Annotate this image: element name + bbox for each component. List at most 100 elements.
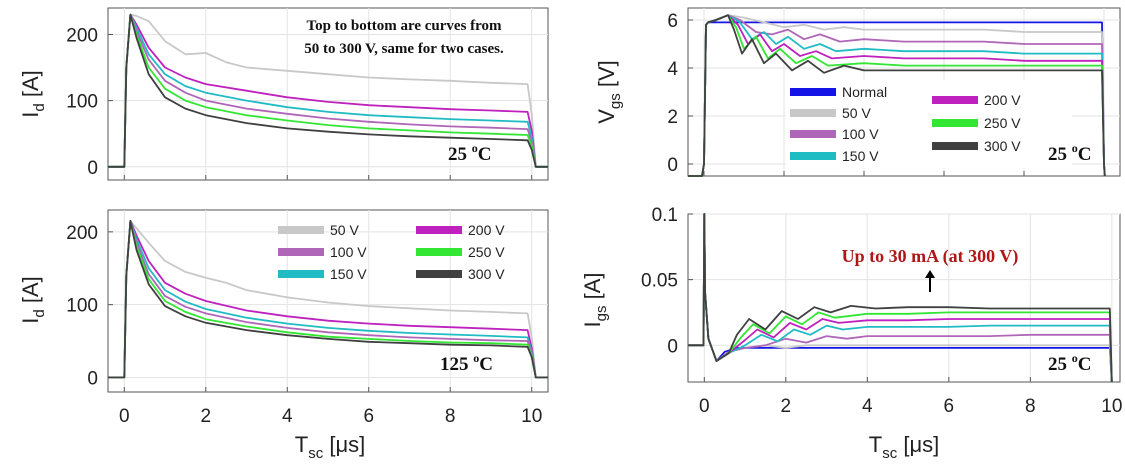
y-tick-label: 100 — [66, 296, 98, 317]
y-tick-label: 6 — [667, 11, 678, 32]
legend-label: 300 V — [468, 266, 505, 282]
x-tick-label: 4 — [282, 406, 293, 427]
x-tick-label: 0 — [699, 396, 710, 417]
x-axis-label: Tsc [μs] — [869, 432, 939, 462]
y-tick-label: 200 — [66, 25, 98, 46]
plot-area — [687, 213, 1121, 383]
legend-item-250v: 250 V — [932, 115, 1021, 131]
series-group — [108, 219, 548, 379]
y-tick-label: 2 — [667, 107, 678, 128]
tick-labels: 0 0.05 0.1 0 2 4 6 8 10 — [641, 205, 1122, 417]
legend-swatch — [932, 119, 978, 127]
x-tick-label: 10 — [521, 406, 542, 427]
legend-label: 300 V — [984, 138, 1021, 154]
series-300v — [108, 13, 548, 168]
tick-labels: 0 100 200 — [66, 25, 98, 178]
y-tick-label: 0 — [667, 155, 678, 176]
y-tick-label: 200 — [66, 223, 98, 244]
legend-label: 200 V — [468, 222, 505, 238]
x-axis-label: Tsc [μs] — [295, 432, 365, 462]
note-line-1: Top to bottom are curves from — [306, 18, 502, 34]
series-50v — [108, 219, 548, 379]
legend-swatch — [278, 226, 324, 234]
tick-labels: 0 100 200 0 2 4 6 8 10 — [66, 223, 542, 427]
y-tick-label: 0 — [87, 368, 98, 389]
legend-label: Normal — [842, 84, 887, 100]
panel-vgs-25c: 0 2 4 6 Vgs [V] Normal 50 V 100 V 150 V 200… — [594, 7, 1121, 177]
temperature-label: 25 oC — [448, 141, 491, 165]
tick-labels: 0 2 4 6 — [667, 11, 678, 176]
legend-swatch — [790, 88, 836, 96]
legend-swatch — [416, 248, 462, 256]
temperature-label: 25 oC — [1048, 351, 1091, 375]
y-tick-label: 0 — [87, 158, 98, 179]
y-tick-label: 0.1 — [652, 205, 678, 226]
temperature-label: 125 oC — [440, 351, 493, 375]
legend-swatch — [278, 270, 324, 278]
series-300v — [688, 14, 1106, 177]
legend-item-300v: 300 V — [932, 138, 1021, 154]
y-tick-label: 100 — [66, 92, 98, 113]
legend-swatch — [932, 96, 978, 104]
legend-swatch — [416, 226, 462, 234]
legend-item-250v: 250 V — [416, 244, 505, 260]
y-tick-label: 4 — [667, 59, 678, 80]
x-tick-label: 8 — [1025, 396, 1036, 417]
legend-swatch — [790, 130, 836, 138]
y-axis-label: Igs [A] — [580, 273, 610, 328]
legend-item-150v: 150 V — [790, 148, 879, 164]
x-tick-label: 4 — [862, 396, 873, 417]
legend-swatch — [932, 142, 978, 150]
y-axis-label: Vgs [V] — [594, 60, 624, 124]
plot-area — [107, 209, 549, 393]
legend-label: 50 V — [842, 105, 871, 121]
legend-label: 100 V — [842, 126, 879, 142]
legend-item-150v: 150 V — [278, 266, 367, 282]
legend-swatch — [278, 248, 324, 256]
legend-item-200v: 200 V — [932, 92, 1021, 108]
panel-igs-25c: 0 0.05 0.1 0 2 4 6 8 10 Igs [A] Tsc [μs] Up to 3… — [580, 205, 1122, 462]
legend-item-50v: 50 V — [278, 222, 359, 238]
series-50v — [108, 13, 548, 168]
series-group — [688, 14, 1106, 177]
legend-label: 150 V — [842, 148, 879, 164]
legend-item-normal: Normal — [790, 84, 887, 100]
legend-label: 100 V — [330, 244, 367, 260]
x-tick-label: 2 — [781, 396, 792, 417]
legend-label: 250 V — [984, 115, 1021, 131]
series-group — [688, 213, 1113, 383]
x-tick-label: 6 — [944, 396, 955, 417]
x-tick-label: 10 — [1101, 396, 1122, 417]
y-axis-label: Id [A] — [18, 70, 48, 117]
y-tick-label: 0.05 — [641, 271, 678, 292]
legend-swatch — [790, 152, 836, 160]
legend-swatch — [416, 270, 462, 278]
legend-label: 150 V — [330, 266, 367, 282]
panel-id-125c: 0 100 200 0 2 4 6 8 10 Id [A] Tsc [μs] 50 V 100 … — [18, 209, 549, 462]
legend-label: 50 V — [330, 222, 359, 238]
x-tick-label: 0 — [119, 406, 130, 427]
note-line-2: 50 to 300 V, same for two cases. — [304, 41, 504, 57]
legend: Normal 50 V 100 V 150 V 200 V 250 V 300 … — [786, 80, 1072, 168]
legend-item-100v: 100 V — [278, 244, 367, 260]
plot-area — [107, 7, 549, 181]
legend-item-300v: 300 V — [416, 266, 505, 282]
legend-swatch — [790, 109, 836, 117]
series-group — [108, 13, 548, 168]
legend-item-100v: 100 V — [790, 126, 879, 142]
legend-label: 250 V — [468, 244, 505, 260]
series-300v — [688, 213, 1113, 383]
legend-label: 200 V — [984, 92, 1021, 108]
annotation-arrow — [925, 270, 935, 292]
annotation-label: Up to 30 mA (at 300 V) — [842, 246, 1019, 267]
legend: 50 V 100 V 150 V 200 V 250 V 300 V — [278, 222, 505, 282]
series-300v — [108, 219, 548, 379]
panel-id-25c: 0 100 200 Id [A] Top to bottom are curves … — [18, 7, 549, 181]
y-tick-label: 0 — [667, 336, 678, 357]
legend-item-50v: 50 V — [790, 105, 871, 121]
x-tick-label: 8 — [445, 406, 456, 427]
x-tick-label: 2 — [200, 406, 211, 427]
y-axis-label: Id [A] — [18, 276, 48, 323]
x-tick-label: 6 — [363, 406, 374, 427]
